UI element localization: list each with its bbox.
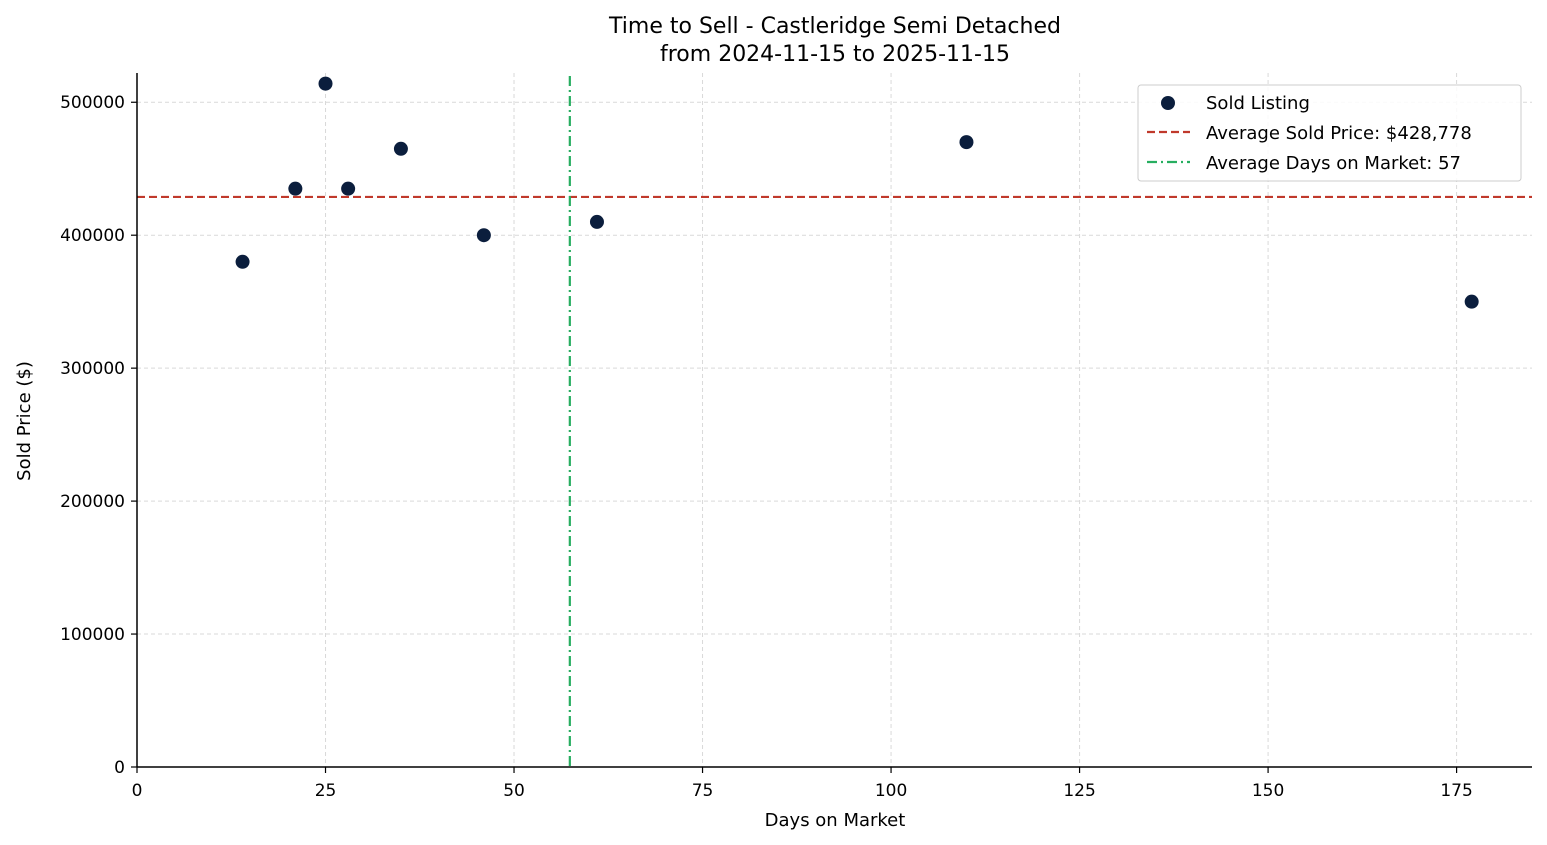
y-tick-label: 400000: [60, 226, 125, 246]
legend-box: [1137, 84, 1522, 182]
legend: Sold Listing Average Sold Price: $428,77…: [1137, 84, 1522, 182]
y-tick-label: 500000: [60, 93, 125, 113]
legend-label-avg-price: Average Sold Price: $428,778: [1206, 123, 1472, 144]
y-axis-label: Sold Price ($): [14, 361, 35, 481]
axes: 0 25 50 75 100 125 150 175 0 100000 200000 300000 40…: [60, 73, 1532, 801]
data-point: [959, 135, 974, 150]
x-tick-label: 125: [1063, 781, 1095, 801]
legend-label-sold-listing: Sold Listing: [1206, 93, 1310, 114]
x-tick-label: 100: [875, 781, 907, 801]
y-tick-label: 0: [114, 758, 125, 778]
reference-lines: [137, 76, 1532, 767]
y-tick-label: 100000: [60, 625, 125, 645]
chart-title-line2: from 2024-11-15 to 2025-11-15: [660, 42, 1010, 67]
x-tick-label: 0: [132, 781, 143, 801]
data-points: [235, 76, 1479, 309]
x-tick-label: 175: [1440, 781, 1472, 801]
legend-marker-sold-listing: [1161, 96, 1175, 110]
legend-label-avg-days: Average Days on Market: 57: [1206, 153, 1461, 174]
data-point: [589, 214, 604, 229]
x-tick-label: 75: [692, 781, 714, 801]
y-tick-label: 300000: [60, 359, 125, 379]
x-axis-label: Days on Market: [765, 810, 906, 831]
data-point: [235, 254, 250, 269]
data-point: [1464, 294, 1479, 309]
data-point: [393, 141, 408, 156]
data-point: [318, 76, 333, 91]
y-tick-label: 200000: [60, 492, 125, 512]
x-tick-label: 50: [503, 781, 525, 801]
x-tick-label: 25: [315, 781, 337, 801]
data-point: [288, 181, 303, 196]
x-tick-label: 150: [1252, 781, 1284, 801]
data-point: [341, 181, 356, 196]
data-point: [476, 228, 491, 243]
chart-title-line1: Time to Sell - Castleridge Semi Detached: [608, 14, 1061, 39]
